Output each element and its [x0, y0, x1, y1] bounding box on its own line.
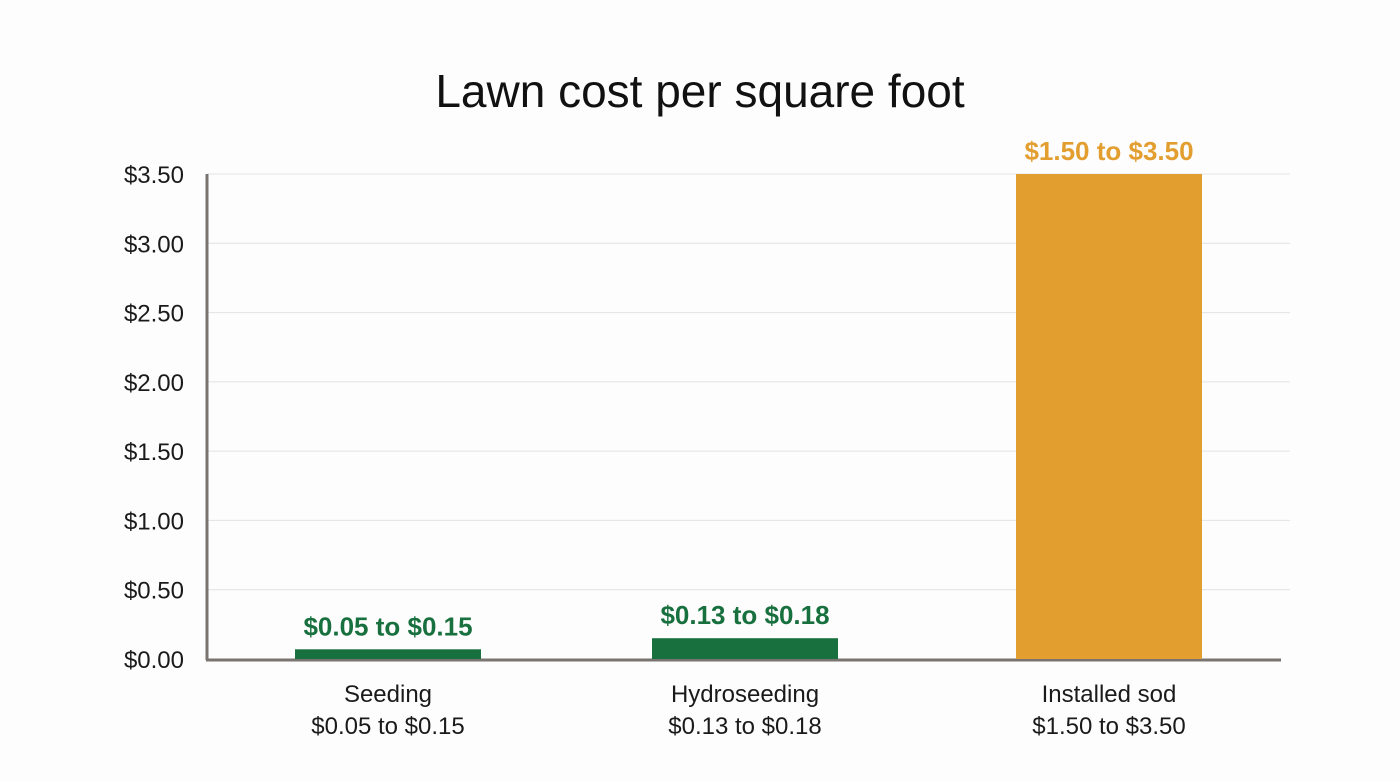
y-tick-label: $1.50	[124, 439, 184, 466]
chart-title: Lawn cost per square foot	[435, 65, 965, 117]
y-tick-label: $2.00	[124, 370, 184, 397]
data-label: $1.50 to $3.50	[1024, 136, 1193, 166]
x-category-label: Seeding	[344, 681, 432, 708]
y-tick-label: $1.00	[124, 508, 184, 535]
bar	[1016, 174, 1202, 659]
y-tick-label: $3.50	[124, 162, 184, 189]
data-label: $0.13 to $0.18	[660, 600, 829, 630]
y-tick-label: $2.50	[124, 301, 184, 328]
x-category-sublabel: $0.13 to $0.18	[668, 713, 821, 740]
x-category-sublabel: $1.50 to $3.50	[1032, 713, 1185, 740]
y-tick-label: $0.00	[124, 647, 184, 674]
data-label: $0.05 to $0.15	[303, 611, 472, 641]
x-category-label: Hydroseeding	[671, 681, 819, 708]
bar	[652, 638, 838, 659]
bar	[295, 649, 481, 659]
y-tick-label: $3.00	[124, 231, 184, 258]
x-category-sublabel: $0.05 to $0.15	[311, 713, 464, 740]
x-category-label: Installed sod	[1042, 681, 1177, 708]
y-tick-label: $0.50	[124, 578, 184, 605]
